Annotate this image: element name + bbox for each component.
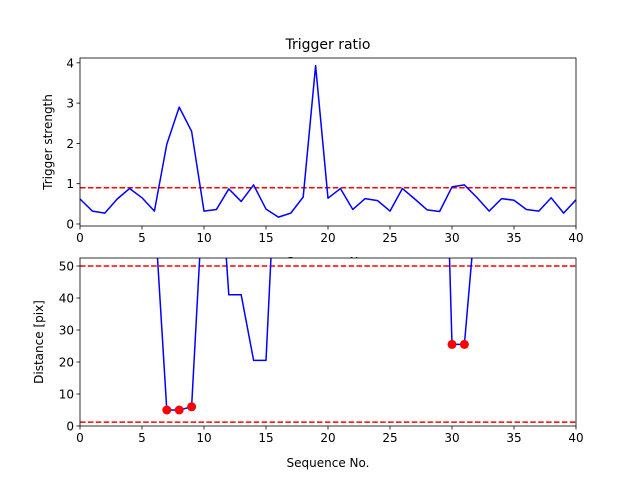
bottom-x-tick-label: 15 xyxy=(258,431,273,445)
top-y-tick-label: 4 xyxy=(66,56,74,70)
top-plot-area xyxy=(79,57,577,227)
bottom-data-point-1 xyxy=(174,405,184,415)
top-x-tick-label: 40 xyxy=(568,231,583,245)
bottom-data-point-2 xyxy=(187,402,197,412)
bottom-y-tick-label: 30 xyxy=(59,324,74,338)
top-plot-background xyxy=(80,58,576,226)
bottom-y-tick-label: 10 xyxy=(59,388,74,402)
bottom-plot-background xyxy=(80,258,576,426)
bottom-x-tick-label: 5 xyxy=(138,431,146,445)
bottom-y-tick-label: 0 xyxy=(66,420,74,434)
bottom-data-point-0 xyxy=(162,405,172,415)
bottom-y-tick-label: 20 xyxy=(59,356,74,370)
top-x-tick-label: 15 xyxy=(258,231,273,245)
top-y-tick-label: 3 xyxy=(66,97,74,111)
top-chart-title: Trigger ratio xyxy=(284,37,370,53)
top-series-line-0-seg-0 xyxy=(79,64,577,218)
top-x-tick-label: 20 xyxy=(320,231,335,245)
bottom-data-point-4 xyxy=(459,339,469,349)
top-x-tick-label: 35 xyxy=(506,231,521,245)
top-x-tick-label: 30 xyxy=(444,231,459,245)
bottom-data-point-3 xyxy=(447,339,457,349)
top-x-tick-label: 5 xyxy=(138,231,146,245)
top-y-tick-label: 1 xyxy=(66,177,74,191)
bottom-x-axis: 0 5 10 15 20 25 30 35 40 xyxy=(76,426,584,445)
distance-panel: Sequence No. 0 5 10 15 20 25 30 35 40 0 10 20 30 40 5… xyxy=(32,255,584,470)
bottom-y-tick-label: 50 xyxy=(59,260,74,274)
bottom-y-axis-label: Distance [pix] xyxy=(32,300,46,384)
top-y-axis: 0 1 2 3 4 xyxy=(66,56,80,231)
bottom-x-axis-label: Sequence No. xyxy=(287,456,370,470)
top-x-tick-label: 25 xyxy=(382,231,397,245)
bottom-y-tick-label: 40 xyxy=(59,292,74,306)
top-x-tick-label: 0 xyxy=(76,231,84,245)
top-y-axis-label: Trigger strength xyxy=(41,94,55,191)
bottom-series-line-0-seg-2 xyxy=(448,257,473,346)
bottom-x-tick-label: 30 xyxy=(444,431,459,445)
top-x-tick-label: 10 xyxy=(196,231,211,245)
bottom-x-tick-label: 25 xyxy=(382,431,397,445)
top-y-tick-label: 0 xyxy=(66,217,74,231)
bottom-x-tick-label: 10 xyxy=(196,431,211,445)
bottom-x-tick-label: 35 xyxy=(506,431,521,445)
bottom-x-tick-label: 40 xyxy=(568,431,583,445)
bottom-series-line-0-seg-1 xyxy=(225,257,272,362)
bottom-plot-area xyxy=(79,257,577,427)
bottom-x-tick-label: 20 xyxy=(320,431,335,445)
trigger-ratio-panel: Trigger ratio 0 5 10 15 20 25 30 35 40 0 1 2 3 4 Tri… xyxy=(41,37,584,245)
top-x-axis: 0 5 10 15 20 25 30 35 40 xyxy=(76,226,584,245)
bottom-x-tick-label: 0 xyxy=(76,431,84,445)
bottom-y-axis: 0 10 20 30 40 50 xyxy=(59,260,80,434)
top-y-tick-label: 2 xyxy=(66,137,74,151)
